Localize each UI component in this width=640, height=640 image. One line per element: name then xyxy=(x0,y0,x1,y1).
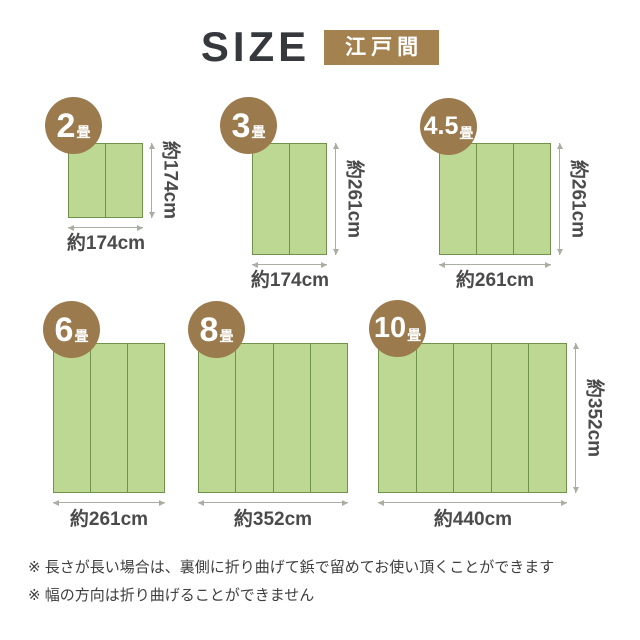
mat-panel xyxy=(453,344,491,492)
width-arrow xyxy=(439,261,551,268)
mat-diagram-4-5jo xyxy=(439,143,551,255)
width-label: 約352cm xyxy=(233,509,313,530)
mat-panel xyxy=(253,144,289,254)
mat-panel xyxy=(90,344,127,492)
width-label: 約261cm xyxy=(69,509,149,530)
height-arrow xyxy=(332,143,339,255)
mat-panel xyxy=(379,344,416,492)
height-arrow xyxy=(148,143,155,218)
size-badge-4-5jo: 4.5 畳 xyxy=(420,98,477,155)
size-badge-10jo: 10 畳 xyxy=(369,300,426,357)
width-arrow xyxy=(68,224,143,231)
mat-panel xyxy=(440,144,476,254)
mat-panel xyxy=(199,344,235,492)
mat-diagram-2jo xyxy=(68,143,143,218)
height-label: 約352cm xyxy=(583,378,605,458)
size-badge-number: 3 xyxy=(231,106,251,145)
size-badge-number: 10 xyxy=(373,312,407,344)
mat-panel xyxy=(513,144,550,254)
width-label: 約261cm xyxy=(455,270,535,291)
mat-diagram-8jo xyxy=(198,343,348,493)
size-badge-2jo: 2 畳 xyxy=(45,97,102,154)
mat-panel xyxy=(528,344,566,492)
mat-panel xyxy=(54,344,90,492)
mat-panel xyxy=(309,344,347,492)
mat-diagram-3jo xyxy=(252,143,327,255)
width-label: 約174cm xyxy=(250,270,330,291)
mat-panel xyxy=(127,344,164,492)
size-badge-unit: 畳 xyxy=(407,326,422,343)
size-badge-number: 8 xyxy=(199,310,219,349)
width-arrow xyxy=(378,499,567,506)
width-arrow xyxy=(53,499,165,506)
size-badge-8jo: 8 畳 xyxy=(188,301,245,358)
size-badge-unit: 畳 xyxy=(76,123,91,140)
height-arrow xyxy=(556,143,563,255)
size-badge-number: 4.5 xyxy=(423,112,459,140)
size-badge-3jo: 3 畳 xyxy=(220,97,277,154)
mat-diagram-6jo xyxy=(53,343,165,493)
width-arrow xyxy=(198,499,348,506)
header: SIZE 江戸間 xyxy=(0,26,640,68)
size-badge-unit: 畳 xyxy=(459,124,474,141)
height-label: 約261cm xyxy=(567,159,589,239)
mat-panel xyxy=(289,144,326,254)
page-title: SIZE xyxy=(200,23,311,70)
note-fold-length: ※ 長さが長い場合は、裏側に折り曲げて鋲で留めてお使い頂くことができます xyxy=(28,559,555,576)
mat-panel xyxy=(235,344,272,492)
size-badge-unit: 畳 xyxy=(74,327,89,344)
size-badge-number: 6 xyxy=(54,310,74,349)
size-badge-number: 2 xyxy=(56,106,76,145)
size-badge-unit: 畳 xyxy=(251,123,266,140)
tatami-standard-badge: 江戸間 xyxy=(324,29,440,65)
height-label: 約261cm xyxy=(343,159,365,239)
height-arrow xyxy=(572,343,579,493)
height-label: 約174cm xyxy=(159,140,181,220)
size-badge-unit: 畳 xyxy=(219,327,234,344)
width-arrow xyxy=(252,261,327,268)
size-badge-6jo: 6 畳 xyxy=(43,301,100,358)
footnotes: ※ 長さが長い場合は、裏側に折り曲げて鋲で留めてお使い頂くことができます ※ 幅… xyxy=(28,554,554,610)
mat-panel xyxy=(490,344,529,492)
note-fold-width: ※ 幅の方向は折り曲げることができません xyxy=(28,587,315,604)
width-label: 約174cm xyxy=(66,233,146,254)
mat-panel xyxy=(272,344,310,492)
width-label: 約440cm xyxy=(433,509,513,530)
mat-panel xyxy=(105,144,142,217)
mat-panel xyxy=(476,144,513,254)
mat-panel xyxy=(415,344,454,492)
mat-panel xyxy=(69,144,105,217)
mat-diagram-10jo xyxy=(378,343,567,493)
